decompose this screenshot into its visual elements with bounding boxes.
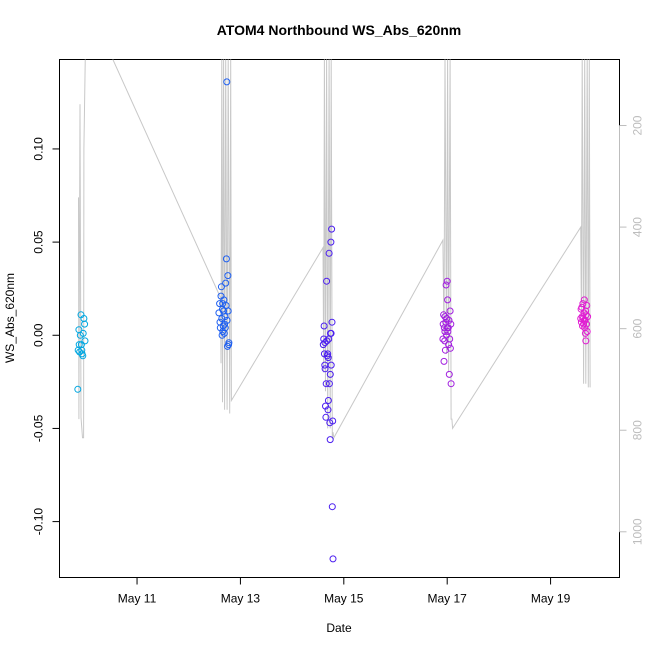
data-point (221, 313, 229, 321)
x-tick-label: May 15 (324, 592, 364, 606)
y-tick-label: 0.00 (32, 323, 46, 347)
data-point (327, 238, 335, 246)
data-point (217, 283, 225, 291)
x-tick-label: May 11 (118, 592, 157, 606)
secondary-tick-label: 1000 (631, 518, 645, 545)
secondary-tick-label: 800 (631, 420, 645, 440)
data-point (322, 380, 330, 388)
y-tick-label: 0.10 (32, 137, 46, 161)
data-point (582, 337, 590, 345)
y-tick-label: -0.10 (32, 508, 46, 536)
y-tick-label: -0.05 (32, 414, 46, 442)
x-tick-label: May 13 (221, 592, 261, 606)
secondary-tick-label: 200 (631, 115, 645, 135)
data-point (580, 316, 588, 324)
plot-frame (59, 59, 620, 578)
data-point (444, 328, 452, 335)
data-point (326, 436, 334, 444)
data-point (324, 354, 332, 362)
data-point (441, 328, 449, 335)
data-point (445, 370, 453, 378)
data-point (215, 309, 223, 317)
data-point (442, 281, 450, 289)
data-point (440, 357, 448, 365)
data-point (218, 331, 226, 339)
data-point (446, 307, 454, 315)
data-point (328, 318, 336, 326)
data-point (446, 344, 454, 352)
data-point (439, 335, 447, 343)
data-point (445, 316, 453, 324)
data-point (320, 322, 328, 330)
data-point (222, 255, 230, 263)
data-point (327, 329, 335, 337)
secondary-tick-label: 600 (631, 318, 645, 338)
secondary-tick-label: 400 (631, 217, 645, 237)
data-point (583, 320, 590, 328)
points-layer (74, 78, 592, 563)
data-point (216, 300, 224, 308)
x-axis-label: Date (326, 621, 352, 635)
data-point (225, 339, 233, 347)
data-point (78, 346, 86, 354)
data-point (223, 316, 231, 324)
data-point (583, 328, 591, 335)
data-point (323, 277, 331, 285)
data-point (582, 307, 590, 315)
depth-trace-layer (78, 59, 591, 440)
data-point (321, 365, 329, 373)
x-tick-label: May 19 (531, 592, 571, 606)
depth-trace-line (78, 59, 591, 440)
data-point (224, 307, 232, 315)
data-point (579, 300, 587, 308)
data-point (79, 329, 87, 337)
y-axis: -0.10 -0.05 0.00 0.05 0.10 (32, 137, 60, 535)
data-point (223, 78, 231, 86)
y-axis-label: WS_Abs_620nm (3, 273, 17, 363)
data-point (329, 555, 337, 563)
data-point (577, 315, 585, 322)
data-point (326, 370, 334, 378)
data-point (322, 413, 330, 421)
data-point (75, 341, 83, 349)
data-point (325, 380, 333, 388)
x-tick-label: May 17 (428, 592, 468, 606)
data-point (580, 296, 588, 304)
data-point (221, 324, 229, 332)
secondary-y-axis: 200 400 600 800 1000 (619, 115, 645, 545)
data-point (219, 300, 227, 308)
data-point (443, 315, 451, 322)
data-point (327, 361, 335, 369)
data-point (580, 309, 588, 317)
chart-title: ATOM4 Northbound WS_Abs_620nm (217, 22, 462, 38)
data-point (74, 385, 82, 393)
data-point (224, 272, 232, 280)
data-point (222, 279, 230, 287)
data-point (444, 296, 452, 304)
data-point (324, 406, 332, 414)
data-point (81, 320, 89, 328)
data-point (581, 329, 589, 337)
data-point (324, 350, 332, 358)
data-point (329, 417, 337, 425)
data-point (324, 397, 332, 404)
data-point (443, 277, 451, 285)
x-axis: May 11 May 13 May 15 May 17 May 19 (118, 577, 571, 606)
y-tick-label: 0.05 (32, 230, 46, 254)
data-point (447, 380, 455, 388)
data-point (81, 337, 89, 345)
data-point (580, 320, 588, 328)
data-point (323, 337, 331, 345)
data-point (224, 342, 231, 350)
data-point (328, 225, 336, 233)
data-point (325, 249, 333, 257)
data-point (321, 339, 329, 347)
data-point (216, 318, 224, 326)
data-point (446, 335, 454, 343)
data-point (328, 503, 336, 511)
